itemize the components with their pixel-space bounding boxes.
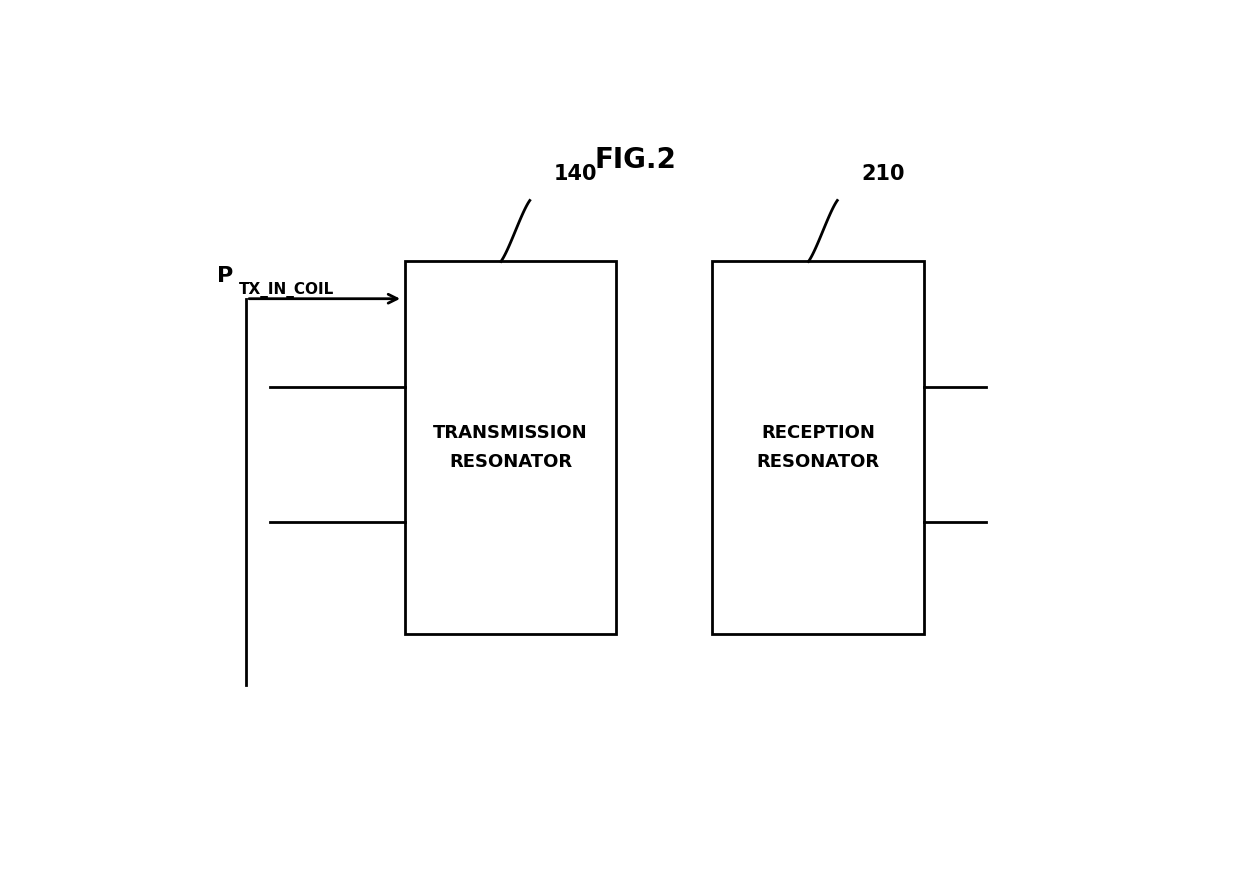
Text: RECEPTION
RESONATOR: RECEPTION RESONATOR [756, 424, 879, 472]
Text: TX_IN_COIL: TX_IN_COIL [238, 282, 334, 298]
Bar [712, 261, 924, 634]
Text: FIG.2: FIG.2 [594, 146, 677, 174]
Bar [404, 261, 616, 634]
Text: 210: 210 [862, 164, 905, 184]
Text: TRANSMISSION
RESONATOR: TRANSMISSION RESONATOR [433, 424, 588, 472]
Text: P: P [217, 266, 233, 286]
Text: 140: 140 [554, 164, 598, 184]
